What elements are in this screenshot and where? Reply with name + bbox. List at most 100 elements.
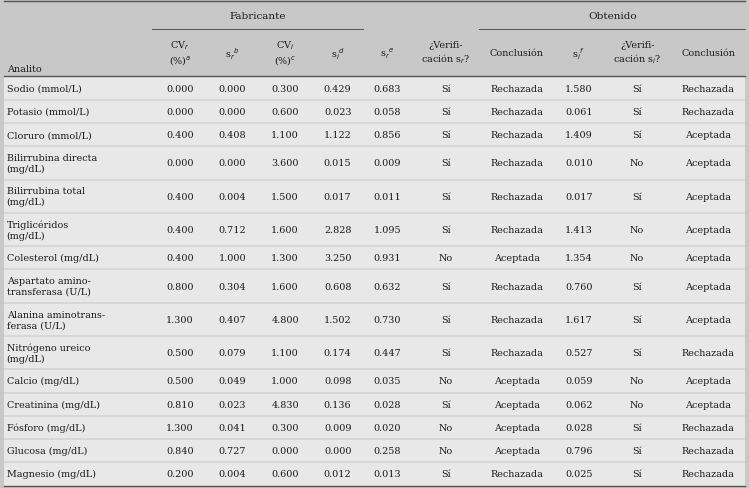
Text: No: No [439, 377, 453, 386]
Text: 1.500: 1.500 [271, 192, 299, 201]
Text: 0.300: 0.300 [271, 423, 299, 432]
Text: No: No [630, 159, 644, 168]
Text: Rechazada: Rechazada [490, 108, 543, 117]
Text: 0.079: 0.079 [219, 348, 246, 357]
Text: 0.000: 0.000 [219, 159, 246, 168]
Text: 0.400: 0.400 [166, 225, 193, 235]
Text: 0.028: 0.028 [374, 400, 401, 409]
Text: 0.098: 0.098 [324, 377, 351, 386]
Text: Sí: Sí [441, 348, 451, 357]
Text: Rechazada: Rechazada [490, 348, 543, 357]
Text: s$_r$$^{e}$: s$_r$$^{e}$ [380, 46, 395, 61]
Text: Obtenido: Obtenido [588, 12, 637, 20]
Text: 1.502: 1.502 [324, 315, 351, 324]
Text: 0.407: 0.407 [219, 315, 246, 324]
Text: Sí: Sí [441, 282, 451, 291]
Text: 0.004: 0.004 [219, 469, 246, 478]
Text: Sí: Sí [441, 400, 451, 409]
Text: 1.600: 1.600 [271, 282, 299, 291]
Text: 0.600: 0.600 [271, 469, 299, 478]
Text: 0.600: 0.600 [271, 108, 299, 117]
Text: 0.010: 0.010 [565, 159, 592, 168]
Text: Rechazada: Rechazada [682, 84, 734, 93]
Text: Colesterol (mg/dL): Colesterol (mg/dL) [7, 254, 99, 263]
Text: 0.258: 0.258 [374, 446, 401, 455]
Text: Sí: Sí [441, 315, 451, 324]
Text: Rechazada: Rechazada [682, 108, 734, 117]
Text: Magnesio (mg/dL): Magnesio (mg/dL) [7, 469, 96, 479]
Text: 0.012: 0.012 [324, 469, 351, 478]
Text: 0.015: 0.015 [324, 159, 351, 168]
Bar [4, 77, 745, 486]
Text: Aceptada: Aceptada [685, 282, 731, 291]
Text: s$_i$$^{f}$: s$_i$$^{f}$ [572, 46, 585, 61]
Text: Rechazada: Rechazada [490, 192, 543, 201]
Text: 0.049: 0.049 [219, 377, 246, 386]
Text: Rechazada: Rechazada [490, 84, 543, 93]
Text: Rechazada: Rechazada [490, 131, 543, 140]
Text: 0.400: 0.400 [166, 254, 193, 263]
Text: Aceptada: Aceptada [685, 400, 731, 409]
Text: 0.174: 0.174 [324, 348, 351, 357]
Text: Sí: Sí [632, 84, 642, 93]
Bar [4, 2, 745, 77]
Text: 0.429: 0.429 [324, 84, 351, 93]
Text: 0.608: 0.608 [324, 282, 351, 291]
Text: Sí: Sí [441, 84, 451, 93]
Text: Triglicéridos
(mg/dL): Triglicéridos (mg/dL) [7, 220, 69, 240]
Text: No: No [630, 400, 644, 409]
Text: Rechazada: Rechazada [490, 225, 543, 235]
Text: Aceptada: Aceptada [494, 254, 539, 263]
Text: 0.059: 0.059 [565, 377, 592, 386]
Text: 1.354: 1.354 [565, 254, 592, 263]
Text: Sí: Sí [632, 348, 642, 357]
Text: Aceptada: Aceptada [685, 159, 731, 168]
Text: 4.800: 4.800 [271, 315, 299, 324]
Text: 0.025: 0.025 [565, 469, 592, 478]
Text: 0.447: 0.447 [374, 348, 401, 357]
Text: 0.300: 0.300 [271, 84, 299, 93]
Text: Sí: Sí [632, 446, 642, 455]
Text: Aceptada: Aceptada [685, 192, 731, 201]
Text: 0.000: 0.000 [219, 108, 246, 117]
Text: 0.856: 0.856 [374, 131, 401, 140]
Text: Sí: Sí [632, 108, 642, 117]
Text: 0.061: 0.061 [565, 108, 592, 117]
Text: Fabricante: Fabricante [229, 12, 285, 20]
Text: 1.617: 1.617 [565, 315, 592, 324]
Text: ¿Verifi-
cación s$_r$?: ¿Verifi- cación s$_r$? [421, 41, 470, 66]
Text: Bilirrubina directa
(mg/dL): Bilirrubina directa (mg/dL) [7, 154, 97, 173]
Text: 1.300: 1.300 [271, 254, 299, 263]
Text: Bilirrubina total
(mg/dL): Bilirrubina total (mg/dL) [7, 187, 85, 206]
Text: 1.100: 1.100 [271, 131, 299, 140]
Text: Creatinina (mg/dL): Creatinina (mg/dL) [7, 400, 100, 409]
Text: 1.000: 1.000 [271, 377, 299, 386]
Text: Aceptada: Aceptada [494, 377, 539, 386]
Text: 0.062: 0.062 [565, 400, 592, 409]
Text: 0.500: 0.500 [166, 377, 193, 386]
Text: Sí: Sí [632, 469, 642, 478]
Text: Sí: Sí [632, 282, 642, 291]
Text: 0.800: 0.800 [166, 282, 193, 291]
Text: 1.100: 1.100 [271, 348, 299, 357]
Text: ¿Verifi-
cación s$_i$?: ¿Verifi- cación s$_i$? [613, 41, 661, 66]
Text: Rechazada: Rechazada [490, 315, 543, 324]
Text: Sí: Sí [441, 131, 451, 140]
Text: 1.122: 1.122 [324, 131, 351, 140]
Text: Aceptada: Aceptada [685, 254, 731, 263]
Text: CV$_i$
(%)$^{c}$: CV$_i$ (%)$^{c}$ [274, 40, 297, 68]
Text: 0.004: 0.004 [219, 192, 246, 201]
Text: Cloruro (mmol/L): Cloruro (mmol/L) [7, 131, 91, 140]
Text: No: No [630, 254, 644, 263]
Text: 0.400: 0.400 [166, 131, 193, 140]
Text: Sí: Sí [441, 469, 451, 478]
Text: 0.810: 0.810 [166, 400, 193, 409]
Text: 0.632: 0.632 [374, 282, 401, 291]
Text: 0.023: 0.023 [219, 400, 246, 409]
Text: 0.009: 0.009 [324, 423, 351, 432]
Text: Glucosa (mg/dL): Glucosa (mg/dL) [7, 446, 87, 455]
Text: Rechazada: Rechazada [682, 423, 734, 432]
Text: 0.712: 0.712 [219, 225, 246, 235]
Text: 0.028: 0.028 [565, 423, 592, 432]
Text: No: No [439, 254, 453, 263]
